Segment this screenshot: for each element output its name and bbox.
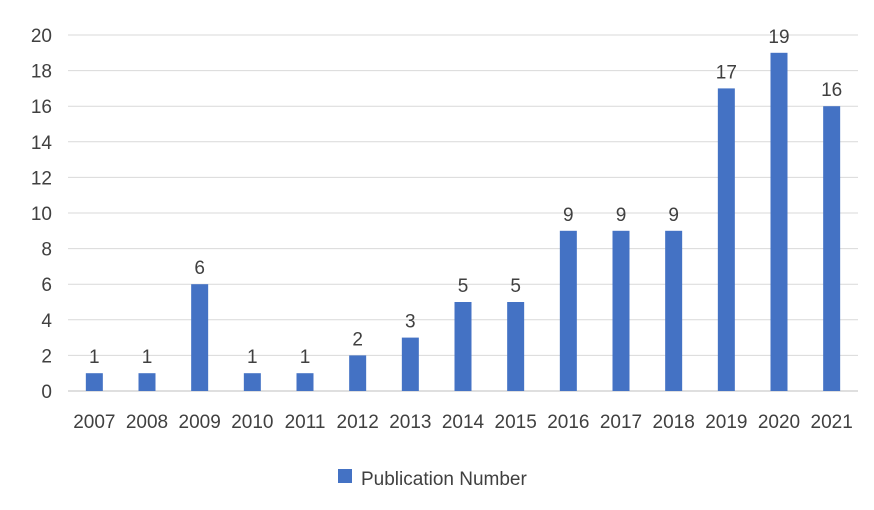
y-tick-label: 12 bbox=[31, 168, 52, 189]
y-tick-label: 10 bbox=[31, 204, 52, 225]
bar-2012 bbox=[349, 355, 367, 391]
y-tick-label: 16 bbox=[31, 97, 52, 118]
data-label-2015: 5 bbox=[510, 276, 521, 297]
legend-label: Publication Number bbox=[361, 469, 527, 490]
bar-2011 bbox=[296, 373, 314, 391]
data-label-2014: 5 bbox=[458, 276, 469, 297]
y-axis-ticks: 0 2 4 6 8 10 12 14 16 18 20 bbox=[31, 26, 53, 403]
x-tick-label-2007: 2007 bbox=[73, 412, 115, 433]
bar-2014 bbox=[454, 302, 472, 391]
x-tick-label-2016: 2016 bbox=[547, 412, 589, 433]
bar-2015 bbox=[507, 302, 525, 391]
x-tick-label-2012: 2012 bbox=[337, 412, 379, 433]
legend: Publication Number bbox=[338, 469, 527, 490]
x-axis-ticks: 2007 2008 2009 2010 2011 2012 2013 2014 2015 2016… bbox=[73, 412, 853, 433]
bar-2021 bbox=[823, 106, 841, 391]
x-tick-label-2013: 2013 bbox=[389, 412, 431, 433]
x-tick-label-2011: 2011 bbox=[285, 412, 326, 433]
x-tick-label-2009: 2009 bbox=[179, 412, 221, 433]
data-label-2020: 19 bbox=[768, 27, 789, 48]
data-label-2019: 17 bbox=[716, 62, 737, 83]
data-label-2009: 6 bbox=[194, 258, 205, 279]
bar-2013 bbox=[401, 337, 419, 391]
y-tick-label: 20 bbox=[31, 26, 52, 47]
data-label-2016: 9 bbox=[563, 205, 574, 226]
y-tick-label: 6 bbox=[41, 275, 52, 296]
y-tick-label: 14 bbox=[31, 133, 53, 154]
x-tick-label-2014: 2014 bbox=[442, 412, 485, 433]
data-label-2008: 1 bbox=[142, 347, 153, 368]
bar-2010 bbox=[243, 373, 261, 391]
data-label-2007: 1 bbox=[89, 347, 100, 368]
x-tick-label-2021: 2021 bbox=[811, 412, 853, 433]
bar-2007 bbox=[85, 373, 103, 391]
y-tick-label: 8 bbox=[41, 240, 52, 261]
y-tick-label: 0 bbox=[41, 382, 52, 403]
x-tick-label-2010: 2010 bbox=[231, 412, 273, 433]
bar-2018 bbox=[665, 230, 683, 391]
bar-2017 bbox=[612, 230, 630, 391]
data-label-2010: 1 bbox=[247, 347, 258, 368]
y-tick-label: 18 bbox=[31, 62, 52, 83]
bar-2008 bbox=[138, 373, 156, 391]
data-label-2017: 9 bbox=[616, 205, 627, 226]
bar-2009 bbox=[191, 284, 209, 391]
legend-swatch bbox=[338, 469, 352, 483]
data-label-2013: 3 bbox=[405, 312, 416, 333]
y-tick-label: 4 bbox=[41, 311, 52, 332]
x-tick-label-2015: 2015 bbox=[495, 412, 537, 433]
x-tick-label-2018: 2018 bbox=[653, 412, 695, 433]
bars bbox=[85, 52, 841, 392]
data-label-2011: 1 bbox=[300, 347, 311, 368]
data-label-2021: 16 bbox=[821, 80, 842, 101]
data-label-2012: 2 bbox=[352, 329, 363, 350]
bar-2020 bbox=[770, 52, 788, 392]
bar-2019 bbox=[717, 88, 735, 392]
x-tick-label-2008: 2008 bbox=[126, 412, 168, 433]
y-tick-label: 2 bbox=[41, 346, 52, 367]
data-label-2018: 9 bbox=[668, 205, 679, 226]
x-tick-label-2020: 2020 bbox=[758, 412, 800, 433]
x-tick-label-2019: 2019 bbox=[705, 412, 747, 433]
x-tick-label-2017: 2017 bbox=[600, 412, 642, 433]
bar-2016 bbox=[559, 230, 577, 391]
